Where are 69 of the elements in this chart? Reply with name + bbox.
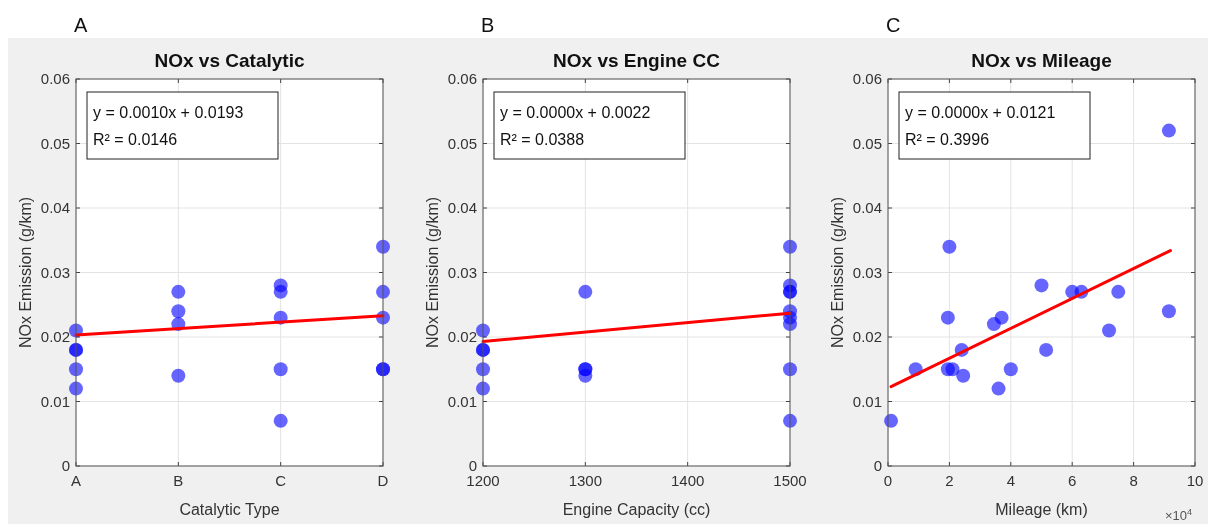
annotation: R² = 0.3996 bbox=[905, 131, 990, 148]
y-tick-label: 0.01 bbox=[852, 392, 882, 410]
y-tick-label: 0 bbox=[468, 457, 477, 474]
y-tick-label: 0.06 bbox=[447, 70, 477, 87]
annotation: y = 0.0000x + 0.0121 bbox=[905, 104, 1056, 121]
y-axis-title: NOx Emission (g/km) bbox=[424, 196, 441, 349]
point bbox=[1102, 323, 1117, 338]
x-tick-label: 1400 bbox=[670, 472, 705, 489]
chart-title: NOx vs Mileage bbox=[971, 50, 1112, 71]
y-tick-label: 0.04 bbox=[447, 199, 477, 216]
y-tick-label: 0.02 bbox=[40, 328, 70, 345]
y-tick-label: 0.02 bbox=[447, 328, 477, 345]
x-tick-label: 6 bbox=[1068, 472, 1077, 489]
y-tick-label: 0.06 bbox=[40, 70, 70, 87]
x-tick-label: 2 bbox=[945, 472, 954, 489]
x-tick-label: 8 bbox=[1129, 472, 1138, 489]
y-tick-label: 0.01 bbox=[447, 392, 477, 410]
x-axis-title: Catalytic Type bbox=[179, 501, 280, 518]
x-axis-title: Engine Capacity (cc) bbox=[562, 501, 711, 518]
x-tick-label: A bbox=[70, 472, 82, 489]
point bbox=[1161, 123, 1176, 138]
x-tick-label: B bbox=[173, 472, 184, 489]
y-tick-label: 0 bbox=[61, 457, 70, 474]
y-tick-label: 0.03 bbox=[447, 263, 477, 281]
x-tick-label: D bbox=[377, 472, 389, 489]
y-tick-label: 0.05 bbox=[447, 134, 477, 152]
x-tick-label: 1200 bbox=[466, 472, 500, 489]
point bbox=[956, 368, 971, 383]
y-tick-label: 0.05 bbox=[40, 134, 70, 152]
y-tick-label: 0.02 bbox=[852, 328, 882, 345]
y-axis-title: NOx Emission (g/km) bbox=[829, 196, 846, 349]
y-tick-label: 0.05 bbox=[852, 134, 882, 152]
text: ×10$^{4}$ bbox=[1165, 507, 1193, 523]
x-tick-label: 4 bbox=[1006, 472, 1015, 489]
y-tick-label: 0.03 bbox=[40, 263, 70, 281]
text: B bbox=[481, 14, 495, 36]
x-tick-label: 1300 bbox=[568, 472, 603, 489]
point bbox=[578, 284, 593, 299]
x-tick-label: 10 bbox=[1186, 472, 1204, 489]
point bbox=[1039, 342, 1054, 357]
annotation: y = 0.0010x + 0.0193 bbox=[93, 104, 244, 121]
chart-title: NOx vs Catalytic bbox=[154, 50, 305, 71]
x-tick-label: C bbox=[275, 472, 287, 489]
point bbox=[1111, 284, 1126, 299]
y-tick-label: 0.04 bbox=[852, 199, 882, 216]
y-tick-label: 0 bbox=[873, 457, 882, 474]
y-tick-label: 0.04 bbox=[40, 199, 70, 216]
y-tick-label: 0.06 bbox=[852, 70, 882, 87]
point bbox=[991, 381, 1006, 396]
y-axis-title: NOx Emission (g/km) bbox=[17, 196, 34, 349]
x-axis-title: Mileage (km) bbox=[995, 501, 1088, 518]
point bbox=[942, 239, 957, 254]
y-tick-label: 0.01 bbox=[40, 392, 70, 410]
point bbox=[1003, 362, 1018, 377]
point bbox=[1034, 278, 1049, 293]
text: C bbox=[886, 14, 901, 36]
chart-title: NOx vs Engine CC bbox=[553, 50, 721, 71]
annotation: R² = 0.0388 bbox=[500, 131, 585, 148]
point bbox=[940, 310, 955, 325]
x-tick-label: 0 bbox=[883, 472, 893, 489]
annotation: R² = 0.0146 bbox=[93, 131, 178, 148]
point bbox=[945, 362, 960, 377]
annotation: y = 0.0000x + 0.0022 bbox=[500, 104, 651, 121]
x-tick-label: 1500 bbox=[773, 472, 807, 489]
point bbox=[1161, 304, 1176, 319]
y-tick-label: 0.03 bbox=[852, 263, 882, 281]
point bbox=[994, 310, 1009, 325]
text: A bbox=[74, 14, 88, 36]
point bbox=[578, 368, 593, 383]
